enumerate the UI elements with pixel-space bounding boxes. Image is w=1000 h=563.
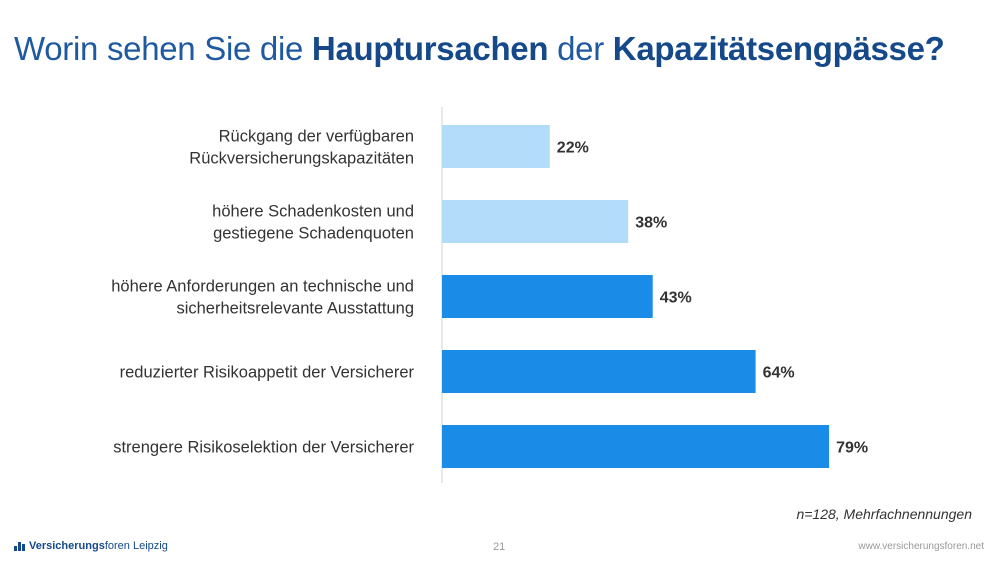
category-label-3: höhere Anforderungen an technische und si… — [111, 278, 414, 318]
category-label-2: höhere Schadenkosten und gestiegene Schad… — [212, 203, 414, 243]
value-label-5: 79% — [836, 440, 868, 457]
footer-brand: Versicherungs foren Leipzig — [14, 540, 168, 552]
value-label-3: 43% — [660, 290, 692, 307]
footer-url: www.versicherungsforen.net — [858, 541, 984, 552]
page-number: 21 — [493, 541, 506, 553]
bar-5 — [442, 425, 830, 468]
logo-mark-icon — [14, 541, 25, 551]
category-label-4: reduzierter Risikoappetit der Versichere… — [120, 364, 415, 382]
title-part-2: der — [548, 30, 613, 67]
bar-4 — [442, 350, 756, 393]
bar-2 — [442, 200, 629, 243]
bar-3 — [442, 275, 653, 318]
brand-name-bold: Versicherungs — [29, 540, 105, 552]
value-label-4: 64% — [763, 365, 795, 382]
brand-name-rest: foren Leipzig — [104, 540, 168, 552]
title-part-1: Worin sehen Sie die — [14, 30, 312, 67]
category-label-1: Rückgang der verfügbaren Rückversicherung… — [189, 128, 414, 168]
page-title: Worin sehen Sie die Hauptursachen der Ka… — [14, 30, 945, 68]
sample-note: n=128, Mehrfachnennungen — [796, 506, 972, 522]
title-bold-2: Kapazitätsengpässe? — [612, 30, 945, 67]
bar-1 — [442, 125, 550, 168]
value-label-1: 22% — [557, 140, 589, 157]
category-label-5: strengere Risikoselektion der Versichere… — [113, 439, 414, 457]
value-label-2: 38% — [635, 215, 667, 232]
title-bold-1: Hauptursachen — [311, 30, 549, 67]
